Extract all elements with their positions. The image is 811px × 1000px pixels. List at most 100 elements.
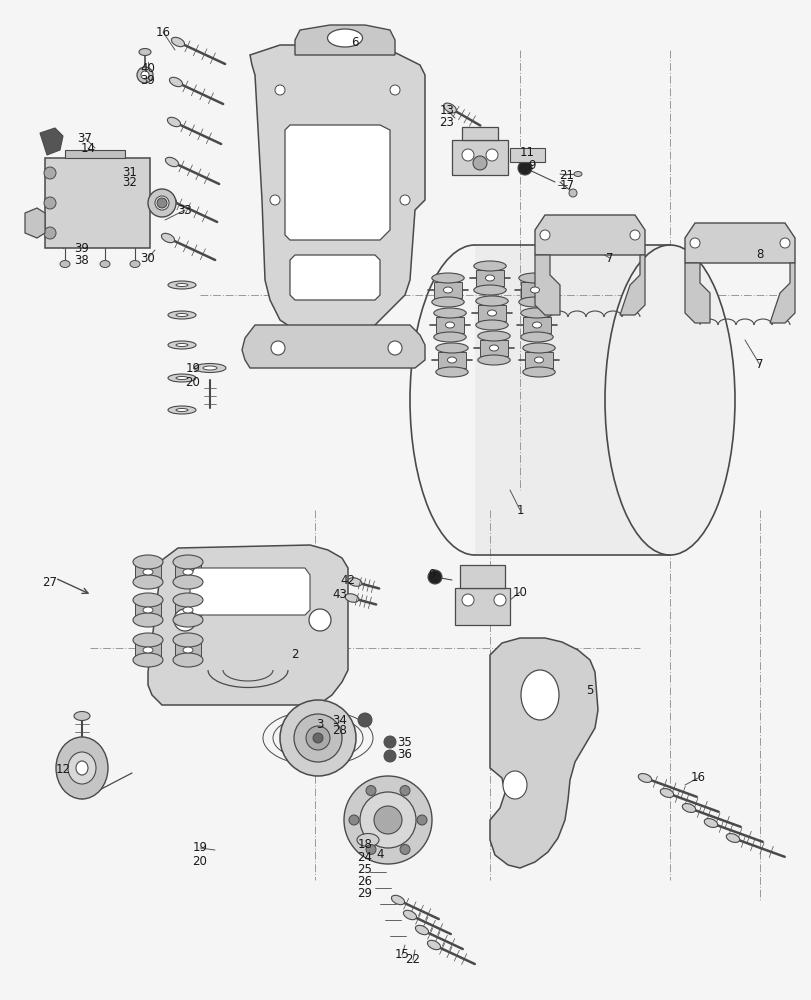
- Circle shape: [349, 815, 358, 825]
- Ellipse shape: [534, 357, 543, 363]
- Ellipse shape: [139, 49, 151, 56]
- Ellipse shape: [171, 37, 184, 47]
- Ellipse shape: [168, 406, 195, 414]
- Polygon shape: [620, 255, 644, 315]
- Text: 7: 7: [606, 251, 613, 264]
- Ellipse shape: [182, 647, 193, 653]
- Ellipse shape: [133, 653, 163, 667]
- Circle shape: [461, 149, 474, 161]
- Ellipse shape: [532, 322, 541, 328]
- Ellipse shape: [348, 578, 362, 586]
- Polygon shape: [294, 25, 394, 55]
- Polygon shape: [509, 148, 544, 162]
- Text: 30: 30: [140, 251, 155, 264]
- Ellipse shape: [447, 357, 456, 363]
- Ellipse shape: [431, 297, 464, 307]
- Text: 32: 32: [122, 176, 137, 189]
- Polygon shape: [190, 568, 310, 615]
- Ellipse shape: [168, 341, 195, 349]
- Ellipse shape: [133, 633, 163, 647]
- Text: 28: 28: [333, 724, 347, 736]
- Ellipse shape: [473, 261, 505, 271]
- Circle shape: [271, 341, 285, 355]
- Polygon shape: [175, 643, 201, 657]
- Ellipse shape: [521, 670, 558, 720]
- Polygon shape: [175, 603, 201, 617]
- Circle shape: [44, 167, 56, 179]
- Text: 29: 29: [357, 887, 372, 900]
- Circle shape: [312, 733, 323, 743]
- Text: 22: 22: [405, 953, 420, 966]
- Ellipse shape: [489, 345, 498, 351]
- Polygon shape: [684, 263, 709, 323]
- Ellipse shape: [443, 287, 452, 293]
- Circle shape: [275, 85, 285, 95]
- Text: 34: 34: [333, 714, 347, 726]
- Ellipse shape: [133, 555, 163, 569]
- Ellipse shape: [148, 189, 176, 217]
- Ellipse shape: [143, 607, 152, 613]
- Ellipse shape: [445, 322, 454, 328]
- Circle shape: [569, 189, 577, 197]
- Ellipse shape: [143, 647, 152, 653]
- Polygon shape: [452, 140, 508, 175]
- Ellipse shape: [415, 925, 428, 935]
- Polygon shape: [520, 282, 549, 298]
- Text: 38: 38: [75, 253, 89, 266]
- Ellipse shape: [100, 260, 109, 267]
- Circle shape: [473, 156, 487, 170]
- Circle shape: [359, 792, 415, 848]
- Text: 7: 7: [755, 359, 763, 371]
- Ellipse shape: [130, 260, 139, 267]
- Polygon shape: [40, 128, 63, 155]
- Ellipse shape: [522, 367, 555, 377]
- Circle shape: [629, 230, 639, 240]
- Ellipse shape: [433, 308, 466, 318]
- Polygon shape: [534, 255, 560, 315]
- Circle shape: [157, 198, 167, 208]
- Ellipse shape: [173, 653, 203, 667]
- Polygon shape: [474, 245, 669, 555]
- Ellipse shape: [168, 374, 195, 382]
- Ellipse shape: [427, 940, 440, 950]
- Text: 12: 12: [55, 763, 71, 776]
- Ellipse shape: [436, 367, 468, 377]
- Circle shape: [294, 714, 341, 762]
- Ellipse shape: [168, 311, 195, 319]
- Polygon shape: [45, 158, 150, 248]
- Polygon shape: [437, 352, 466, 368]
- Ellipse shape: [165, 157, 178, 167]
- Circle shape: [358, 713, 371, 727]
- Ellipse shape: [327, 29, 362, 47]
- Ellipse shape: [194, 363, 225, 372]
- Ellipse shape: [167, 117, 180, 127]
- Text: 39: 39: [75, 241, 89, 254]
- Circle shape: [344, 776, 431, 864]
- Ellipse shape: [173, 575, 203, 589]
- Ellipse shape: [475, 296, 508, 306]
- Circle shape: [309, 609, 331, 631]
- Ellipse shape: [487, 310, 496, 316]
- Polygon shape: [524, 352, 553, 368]
- Circle shape: [384, 750, 396, 762]
- Ellipse shape: [173, 613, 203, 627]
- Ellipse shape: [173, 555, 203, 569]
- Ellipse shape: [477, 331, 509, 341]
- Text: 5: 5: [586, 684, 593, 696]
- Ellipse shape: [530, 287, 539, 293]
- Circle shape: [270, 195, 280, 205]
- Circle shape: [486, 149, 497, 161]
- Ellipse shape: [725, 834, 739, 842]
- Text: 11: 11: [519, 146, 534, 159]
- Ellipse shape: [176, 376, 188, 379]
- Text: 16: 16: [156, 26, 170, 39]
- Text: 6: 6: [351, 36, 358, 49]
- Text: 18: 18: [357, 838, 372, 851]
- Ellipse shape: [573, 172, 581, 177]
- Polygon shape: [475, 270, 504, 286]
- Circle shape: [374, 806, 401, 834]
- Ellipse shape: [176, 284, 188, 286]
- Text: 35: 35: [397, 736, 412, 748]
- Ellipse shape: [520, 332, 552, 342]
- Text: 15: 15: [394, 948, 409, 961]
